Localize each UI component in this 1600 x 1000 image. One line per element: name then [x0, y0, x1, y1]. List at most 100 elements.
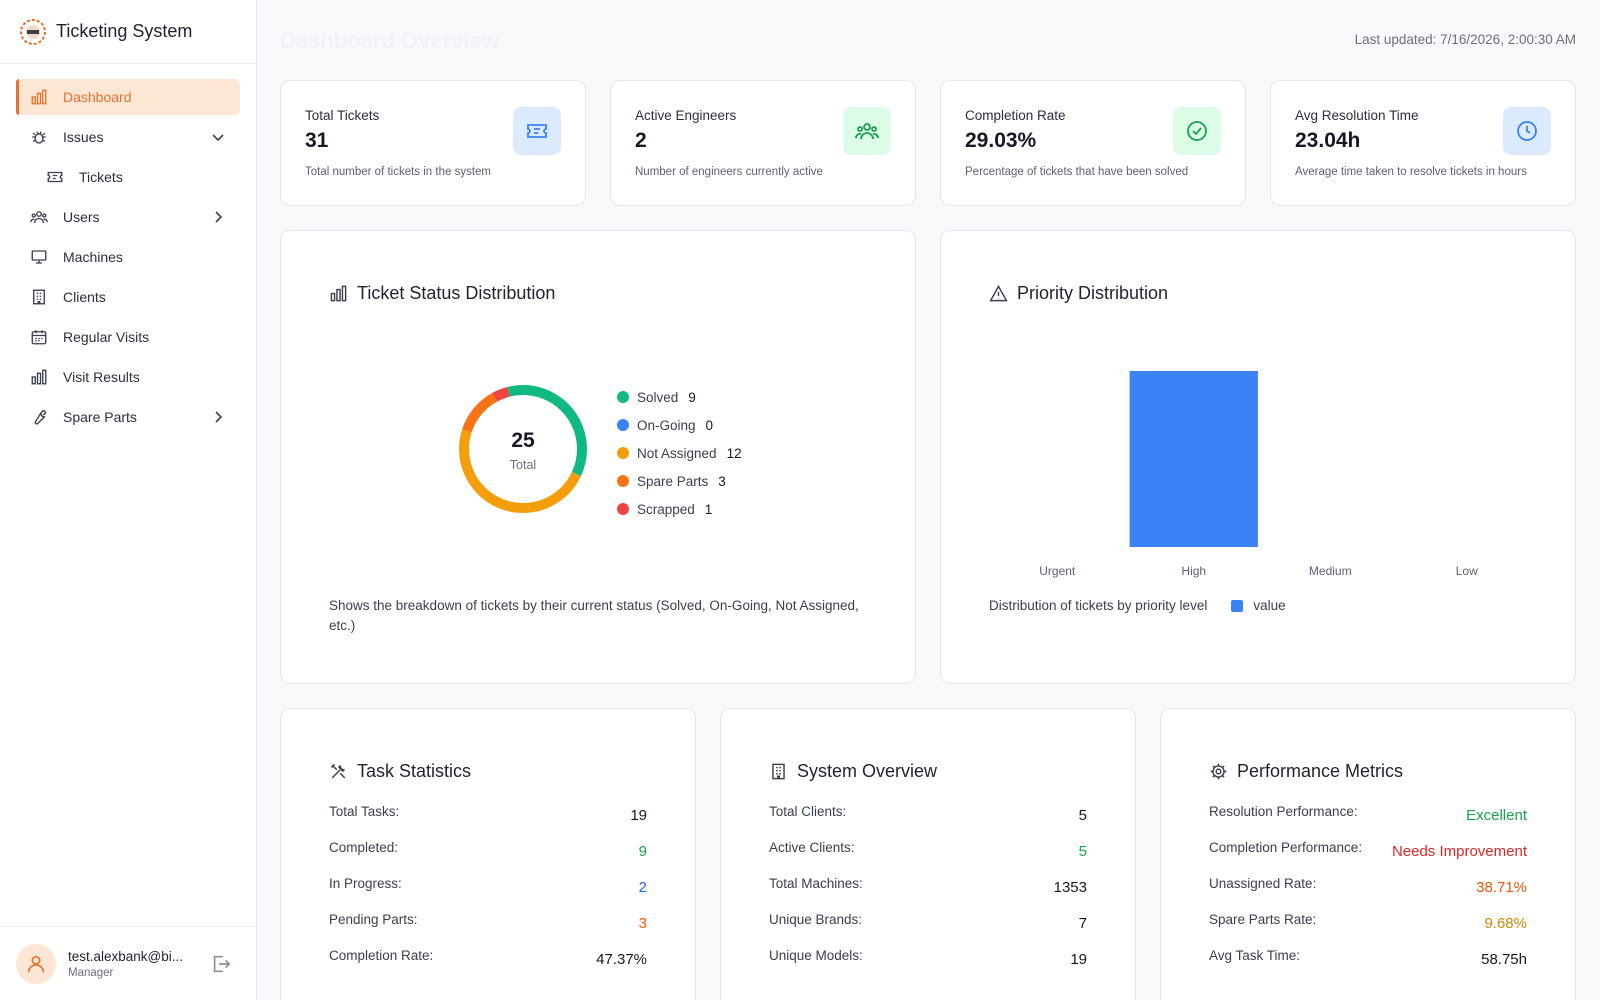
donut-total: 25	[511, 429, 535, 452]
check-circle-icon	[1187, 121, 1207, 141]
page-title: Dashboard Overview	[280, 28, 499, 53]
legend-label: Scrapped	[637, 501, 695, 517]
stat-row-completion-performance: Completion Performance: Needs Improvement	[1209, 840, 1527, 876]
logo-icon	[20, 18, 46, 45]
legend-item: Scrapped 1	[617, 495, 742, 523]
sidebar-item-label: Dashboard	[63, 89, 132, 105]
brand[interactable]: Ticketing System	[0, 0, 256, 64]
stat-card-avg-resolution-time: Avg Resolution Time 23.04h Average time …	[1270, 80, 1576, 206]
legend-item: Solved 9	[617, 383, 742, 411]
stat-card-completion-rate: Completion Rate 29.03% Percentage of tic…	[940, 80, 1246, 206]
stat-row-total-tasks: Total Tasks: 19	[329, 804, 647, 840]
monitor-icon	[29, 247, 49, 267]
legend-dot	[617, 419, 629, 431]
bar-high[interactable]	[1129, 371, 1258, 547]
sidebar-item-regular-visits[interactable]: Regular Visits	[16, 319, 240, 355]
stat-row-resolution-performance: Resolution Performance: Excellent	[1209, 804, 1527, 840]
stat-label: Active Engineers	[635, 108, 737, 123]
stat-value: 2	[635, 129, 647, 152]
panel-title: Task Statistics	[357, 761, 472, 781]
panel-description: Distribution of tickets by priority leve…	[989, 598, 1208, 613]
row-value: 1353	[1053, 879, 1087, 896]
logout-icon[interactable]	[210, 953, 232, 975]
legend-dot	[617, 475, 629, 487]
sidebar-item-visit-results[interactable]: Visit Results	[16, 359, 240, 395]
legend-value: 12	[726, 445, 742, 461]
sidebar-item-clients[interactable]: Clients	[16, 279, 240, 315]
row-value: 47.37%	[596, 951, 647, 968]
row-value: 19	[1070, 951, 1087, 968]
app-title: Ticketing System	[56, 21, 193, 41]
chevron-right-icon[interactable]	[210, 209, 226, 225]
stat-description: Total number of tickets in the system	[305, 166, 491, 178]
row-label: Total Machines:	[769, 876, 863, 891]
sidebar-item-dashboard[interactable]: Dashboard	[16, 79, 240, 115]
row-label: Pending Parts:	[329, 912, 418, 927]
row-value: 2	[638, 879, 647, 896]
panel-title: Priority Distribution	[1017, 283, 1169, 303]
axis-tick-label: Medium	[1308, 564, 1352, 578]
bar-chart-icon	[29, 87, 49, 107]
row-label: Unique Brands:	[769, 912, 863, 927]
stat-description: Percentage of tickets that have been sol…	[965, 166, 1189, 178]
calendar-icon	[29, 327, 49, 347]
priority-axis-labels: Urgent High Medium Low	[989, 564, 1535, 578]
row-value: Needs Improvement	[1391, 843, 1527, 860]
stat-description: Average time taken to resolve tickets in…	[1295, 166, 1527, 178]
legend-value: 0	[705, 417, 714, 433]
row-value: 9	[638, 843, 647, 860]
legend-label: Solved	[637, 389, 679, 405]
sidebar-item-users[interactable]: Users	[16, 199, 240, 235]
row-value: 5	[1078, 807, 1087, 824]
priority-bar-chart	[1129, 371, 1258, 547]
axis-tick-label: High	[1181, 564, 1207, 578]
ticket-status-panel: Ticket Status Distribution 25 Total Solv…	[280, 230, 916, 684]
sidebar-item-spare-parts[interactable]: Spare Parts	[16, 399, 240, 435]
chevron-down-icon[interactable]	[210, 129, 226, 145]
stat-row-completion-rate: Completion Rate: 47.37%	[329, 948, 647, 984]
panel-title: Performance Metrics	[1237, 761, 1404, 781]
stat-description: Number of engineers currently active	[635, 166, 823, 178]
donut-slice-not-assigned[interactable]	[459, 385, 587, 513]
chevron-right-icon[interactable]	[210, 409, 226, 425]
donut-slice-solved[interactable]	[459, 385, 587, 513]
axis-tick-label: Low	[1455, 564, 1478, 578]
ticket-icon	[527, 124, 547, 138]
stat-badge	[843, 107, 891, 155]
bar-chart-icon	[29, 367, 49, 387]
row-label: Completion Performance:	[1209, 840, 1363, 855]
sidebar-item-issues[interactable]: Issues	[16, 119, 240, 155]
stat-value: 31	[305, 129, 329, 152]
legend-swatch	[1231, 599, 1244, 612]
stat-row-unassigned-rate: Unassigned Rate: 38.71%	[1209, 876, 1527, 912]
row-label: In Progress:	[329, 876, 402, 891]
sidebar-item-label: Regular Visits	[63, 329, 150, 345]
row-value: 7	[1078, 915, 1087, 932]
legend-label: value	[1253, 598, 1286, 613]
legend-item: On-Going 0	[617, 411, 742, 439]
stat-row-unique-brands: Unique Brands: 7	[769, 912, 1087, 948]
task-stats-list: Total Tasks: 19 Completed: 9 In Progress: 2…	[329, 804, 647, 984]
bug-icon	[29, 127, 49, 147]
sidebar-item-machines[interactable]: Machines	[16, 239, 240, 275]
row-label: Unique Models:	[769, 948, 863, 963]
row-label: Avg Task Time:	[1209, 948, 1301, 963]
gear-icon	[1210, 763, 1227, 780]
user-profile[interactable]: test.alexbank@bi... Manager	[0, 926, 256, 1000]
priority-panel: Priority Distribution Urgent High Medium Lo…	[940, 230, 1576, 684]
users-icon	[855, 123, 879, 140]
legend-value: 3	[718, 473, 726, 489]
stat-card-active-engineers: Active Engineers 2 Number of engineers c…	[610, 80, 916, 206]
clock-icon	[1517, 121, 1537, 141]
performance-list: Resolution Performance: Excellent Complet…	[1209, 804, 1527, 984]
sidebar-item-tickets[interactable]: Tickets	[16, 159, 240, 195]
row-value: 5	[1078, 843, 1087, 860]
user-email: test.alexbank@bi...	[68, 948, 184, 964]
sidebar: Ticketing System Dashboard Issues Ticket…	[0, 0, 257, 1000]
stat-row-active-clients: Active Clients: 5	[769, 840, 1087, 876]
row-value: Excellent	[1466, 807, 1527, 824]
task-statistics-panel: Task Statistics Total Tasks: 19 Completed…	[280, 708, 696, 1000]
status-legend: Solved 9 On-Going 0 Not Assigned 12 Spare Part…	[617, 383, 742, 523]
status-donut-chart	[459, 385, 587, 513]
legend-item: Spare Parts 3	[617, 467, 742, 495]
